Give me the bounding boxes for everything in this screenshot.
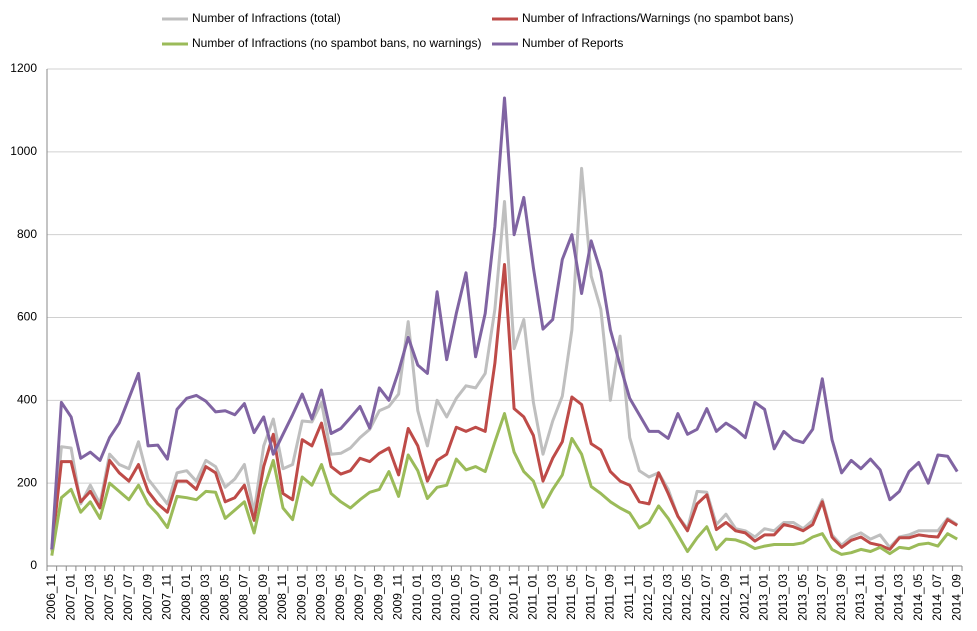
x-tick-label: 2009_03: [314, 574, 328, 621]
x-tick-label: 2012_03: [660, 574, 674, 621]
x-tick-label: 2014_07: [930, 574, 944, 621]
x-tick-label: 2009_01: [294, 574, 308, 621]
x-tick-label: 2013_01: [757, 574, 771, 621]
x-tick-label: 2007_01: [63, 574, 77, 621]
x-tick-label: 2009_11: [391, 574, 405, 620]
y-tick-label: 200: [17, 475, 37, 489]
x-tick-label: 2010_11: [506, 574, 520, 620]
x-tick-label: 2007_03: [83, 574, 97, 621]
x-tick-label: 2013_03: [776, 574, 790, 621]
x-tick-label: 2010_05: [449, 574, 463, 621]
x-tick-label: 2011_09: [603, 574, 617, 620]
x-tick-label: 2006_11: [44, 574, 58, 620]
x-tick-label: 2009_09: [371, 574, 385, 621]
x-tick-label: 2012_01: [641, 574, 655, 621]
legend-label: Number of Infractions (total): [192, 11, 341, 25]
x-tick-label: 2010_07: [468, 574, 482, 621]
x-tick-label: 2011_01: [526, 574, 540, 620]
x-tick-label: 2008_11: [275, 574, 289, 620]
x-tick-label: 2009_05: [333, 574, 347, 621]
legend-label: Number of Infractions (no spambot bans, …: [192, 36, 481, 50]
series-line: [50, 166, 959, 552]
x-tick-label: 2009_07: [352, 574, 366, 621]
x-tick-label: 2013_05: [795, 574, 809, 621]
x-tick-label: 2007_11: [160, 574, 174, 620]
y-tick-label: 1000: [10, 144, 37, 158]
x-tick-label: 2010_01: [410, 574, 424, 621]
x-tick-label: 2014_05: [911, 574, 925, 621]
x-tick-label: 2011_05: [564, 574, 578, 620]
y-tick-label: 600: [17, 310, 37, 324]
x-tick-label: 2008_07: [237, 574, 251, 621]
x-tick-label: 2008_05: [217, 574, 231, 621]
x-tick-label: 2011_03: [545, 574, 559, 620]
x-tick-label: 2014_03: [892, 574, 906, 621]
y-tick-label: 400: [17, 393, 37, 407]
x-tick-label: 2012_05: [680, 574, 694, 621]
x-tick-label: 2011_07: [583, 574, 597, 620]
x-tick-label: 2010_03: [429, 574, 443, 621]
x-tick-label: 2007_07: [121, 574, 135, 621]
y-tick-label: 800: [17, 227, 37, 241]
x-tick-label: 2012_07: [699, 574, 713, 621]
x-tick-label: 2008_09: [256, 574, 270, 621]
series-line: [50, 412, 958, 556]
x-tick-label: 2007_09: [140, 574, 154, 621]
x-tick-label: 2012_09: [718, 574, 732, 621]
series-line: [50, 263, 958, 551]
legend-label: Number of Infractions/Warnings (no spamb…: [522, 11, 794, 25]
x-tick-label: 2012_11: [737, 574, 751, 620]
x-tick-label: 2013_09: [834, 574, 848, 621]
x-tick-label: 2013_07: [815, 574, 829, 621]
x-tick-label: 2011_11: [622, 574, 636, 619]
x-tick-label: 2014_01: [872, 574, 886, 621]
x-tick-label: 2014_09: [949, 574, 963, 621]
series-line: [50, 96, 959, 550]
y-tick-label: 0: [30, 558, 37, 572]
legend-label: Number of Reports: [522, 36, 623, 50]
x-tick-label: 2007_05: [102, 574, 116, 621]
x-tick-label: 2013_11: [853, 574, 867, 620]
y-tick-label: 1200: [10, 61, 37, 75]
x-tick-label: 2008_01: [179, 574, 193, 621]
x-tick-label: 2008_03: [198, 574, 212, 621]
x-tick-label: 2010_09: [487, 574, 501, 621]
